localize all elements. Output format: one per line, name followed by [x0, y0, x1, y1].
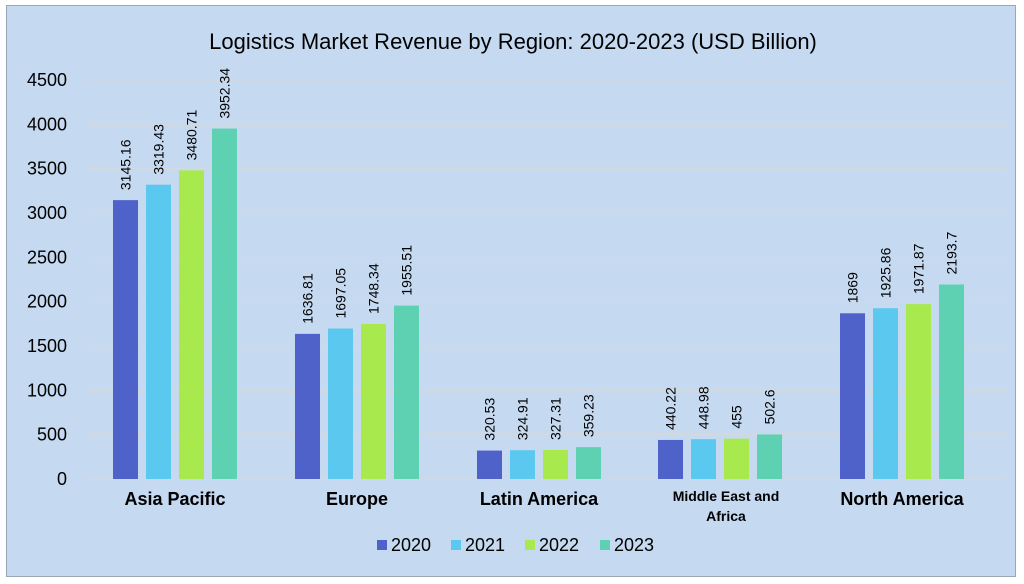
bar-2022: [361, 323, 386, 479]
y-tick-label: 500: [37, 425, 67, 445]
bar-2020: [295, 333, 320, 479]
data-label: 324.91: [515, 397, 531, 440]
chart-title: Logistics Market Revenue by Region: 2020…: [209, 29, 817, 54]
legend-label: 2021: [465, 535, 505, 555]
bar-2021: [691, 439, 716, 479]
legend: 2020 2021 2022 2023: [377, 535, 654, 555]
bar-2022: [906, 304, 931, 479]
x-tick-label: Asia Pacific: [124, 489, 225, 509]
y-tick-label: 1000: [27, 380, 67, 400]
legend-swatch-2020: [377, 540, 387, 550]
data-label: 3145.16: [118, 139, 134, 190]
x-tick-label: Latin America: [480, 489, 599, 509]
x-tick-label: Europe: [326, 489, 388, 509]
y-tick-label: 2500: [27, 247, 67, 267]
data-label: 502.6: [762, 389, 778, 424]
y-tick-label: 4500: [27, 70, 67, 90]
y-tick-label: 2000: [27, 292, 67, 312]
y-tick-label: 0: [57, 469, 67, 489]
legend-swatch-2023: [600, 540, 610, 550]
data-label: 320.53: [482, 398, 498, 441]
bar-2023: [394, 305, 419, 479]
bar-2023: [757, 434, 782, 479]
data-label: 359.23: [581, 394, 597, 437]
bars: [113, 128, 964, 480]
y-tick-label: 3500: [27, 159, 67, 179]
y-tick-label: 1500: [27, 336, 67, 356]
y-tick-label: 4000: [27, 114, 67, 134]
legend-label: 2020: [391, 535, 431, 555]
data-label: 1955.51: [399, 245, 415, 296]
bar-2022: [724, 438, 749, 479]
chart-svg: Logistics Market Revenue by Region: 2020…: [27, 29, 1007, 555]
bar-2021: [328, 328, 353, 479]
bar-2023: [939, 284, 964, 479]
data-label: 3952.34: [217, 68, 233, 119]
legend-swatch-2021: [451, 540, 461, 550]
bar-2020: [477, 450, 502, 479]
bar-2023: [576, 447, 601, 479]
data-label: 1925.86: [878, 247, 894, 298]
data-label: 1971.87: [911, 243, 927, 294]
legend-swatch-2022: [525, 540, 535, 550]
gridlines: [87, 79, 1007, 480]
x-tick-label: North America: [840, 489, 964, 509]
bar-2021: [510, 450, 535, 479]
bar-2021: [873, 308, 898, 479]
y-tick-label: 3000: [27, 203, 67, 223]
data-label: 3480.71: [184, 110, 200, 161]
bar-2020: [840, 313, 865, 479]
bar-2022: [543, 449, 568, 479]
data-label: 1697.05: [333, 268, 349, 319]
bar-2023: [212, 128, 237, 479]
chart-frame: Logistics Market Revenue by Region: 2020…: [6, 5, 1016, 577]
data-label: 440.22: [663, 387, 679, 430]
x-axis-ticks: Asia Pacific Europe Latin America Middle Ea…: [124, 488, 964, 524]
bar-2020: [113, 200, 138, 479]
data-label: 455: [729, 405, 745, 429]
bar-2021: [146, 184, 171, 480]
data-label: 3319.43: [151, 124, 167, 175]
y-axis-ticks: 0 500 1000 1500 2000 2500 3000 3500 4000 4500: [27, 70, 67, 489]
data-label: 1636.81: [300, 273, 316, 324]
data-label: 2193.7: [944, 231, 960, 274]
legend-label: 2022: [539, 535, 579, 555]
data-label: 1869: [845, 272, 861, 303]
data-labels: 3145.16 1636.81 320.53 440.22 1869 3319.43 169…: [118, 68, 960, 441]
data-label: 1748.34: [366, 263, 382, 314]
x-tick-label: Middle East and Africa: [673, 488, 780, 524]
data-label: 327.31: [548, 397, 564, 440]
data-label: 448.98: [696, 386, 712, 429]
bar-2020: [658, 439, 683, 479]
bar-2022: [179, 170, 204, 479]
legend-label: 2023: [614, 535, 654, 555]
